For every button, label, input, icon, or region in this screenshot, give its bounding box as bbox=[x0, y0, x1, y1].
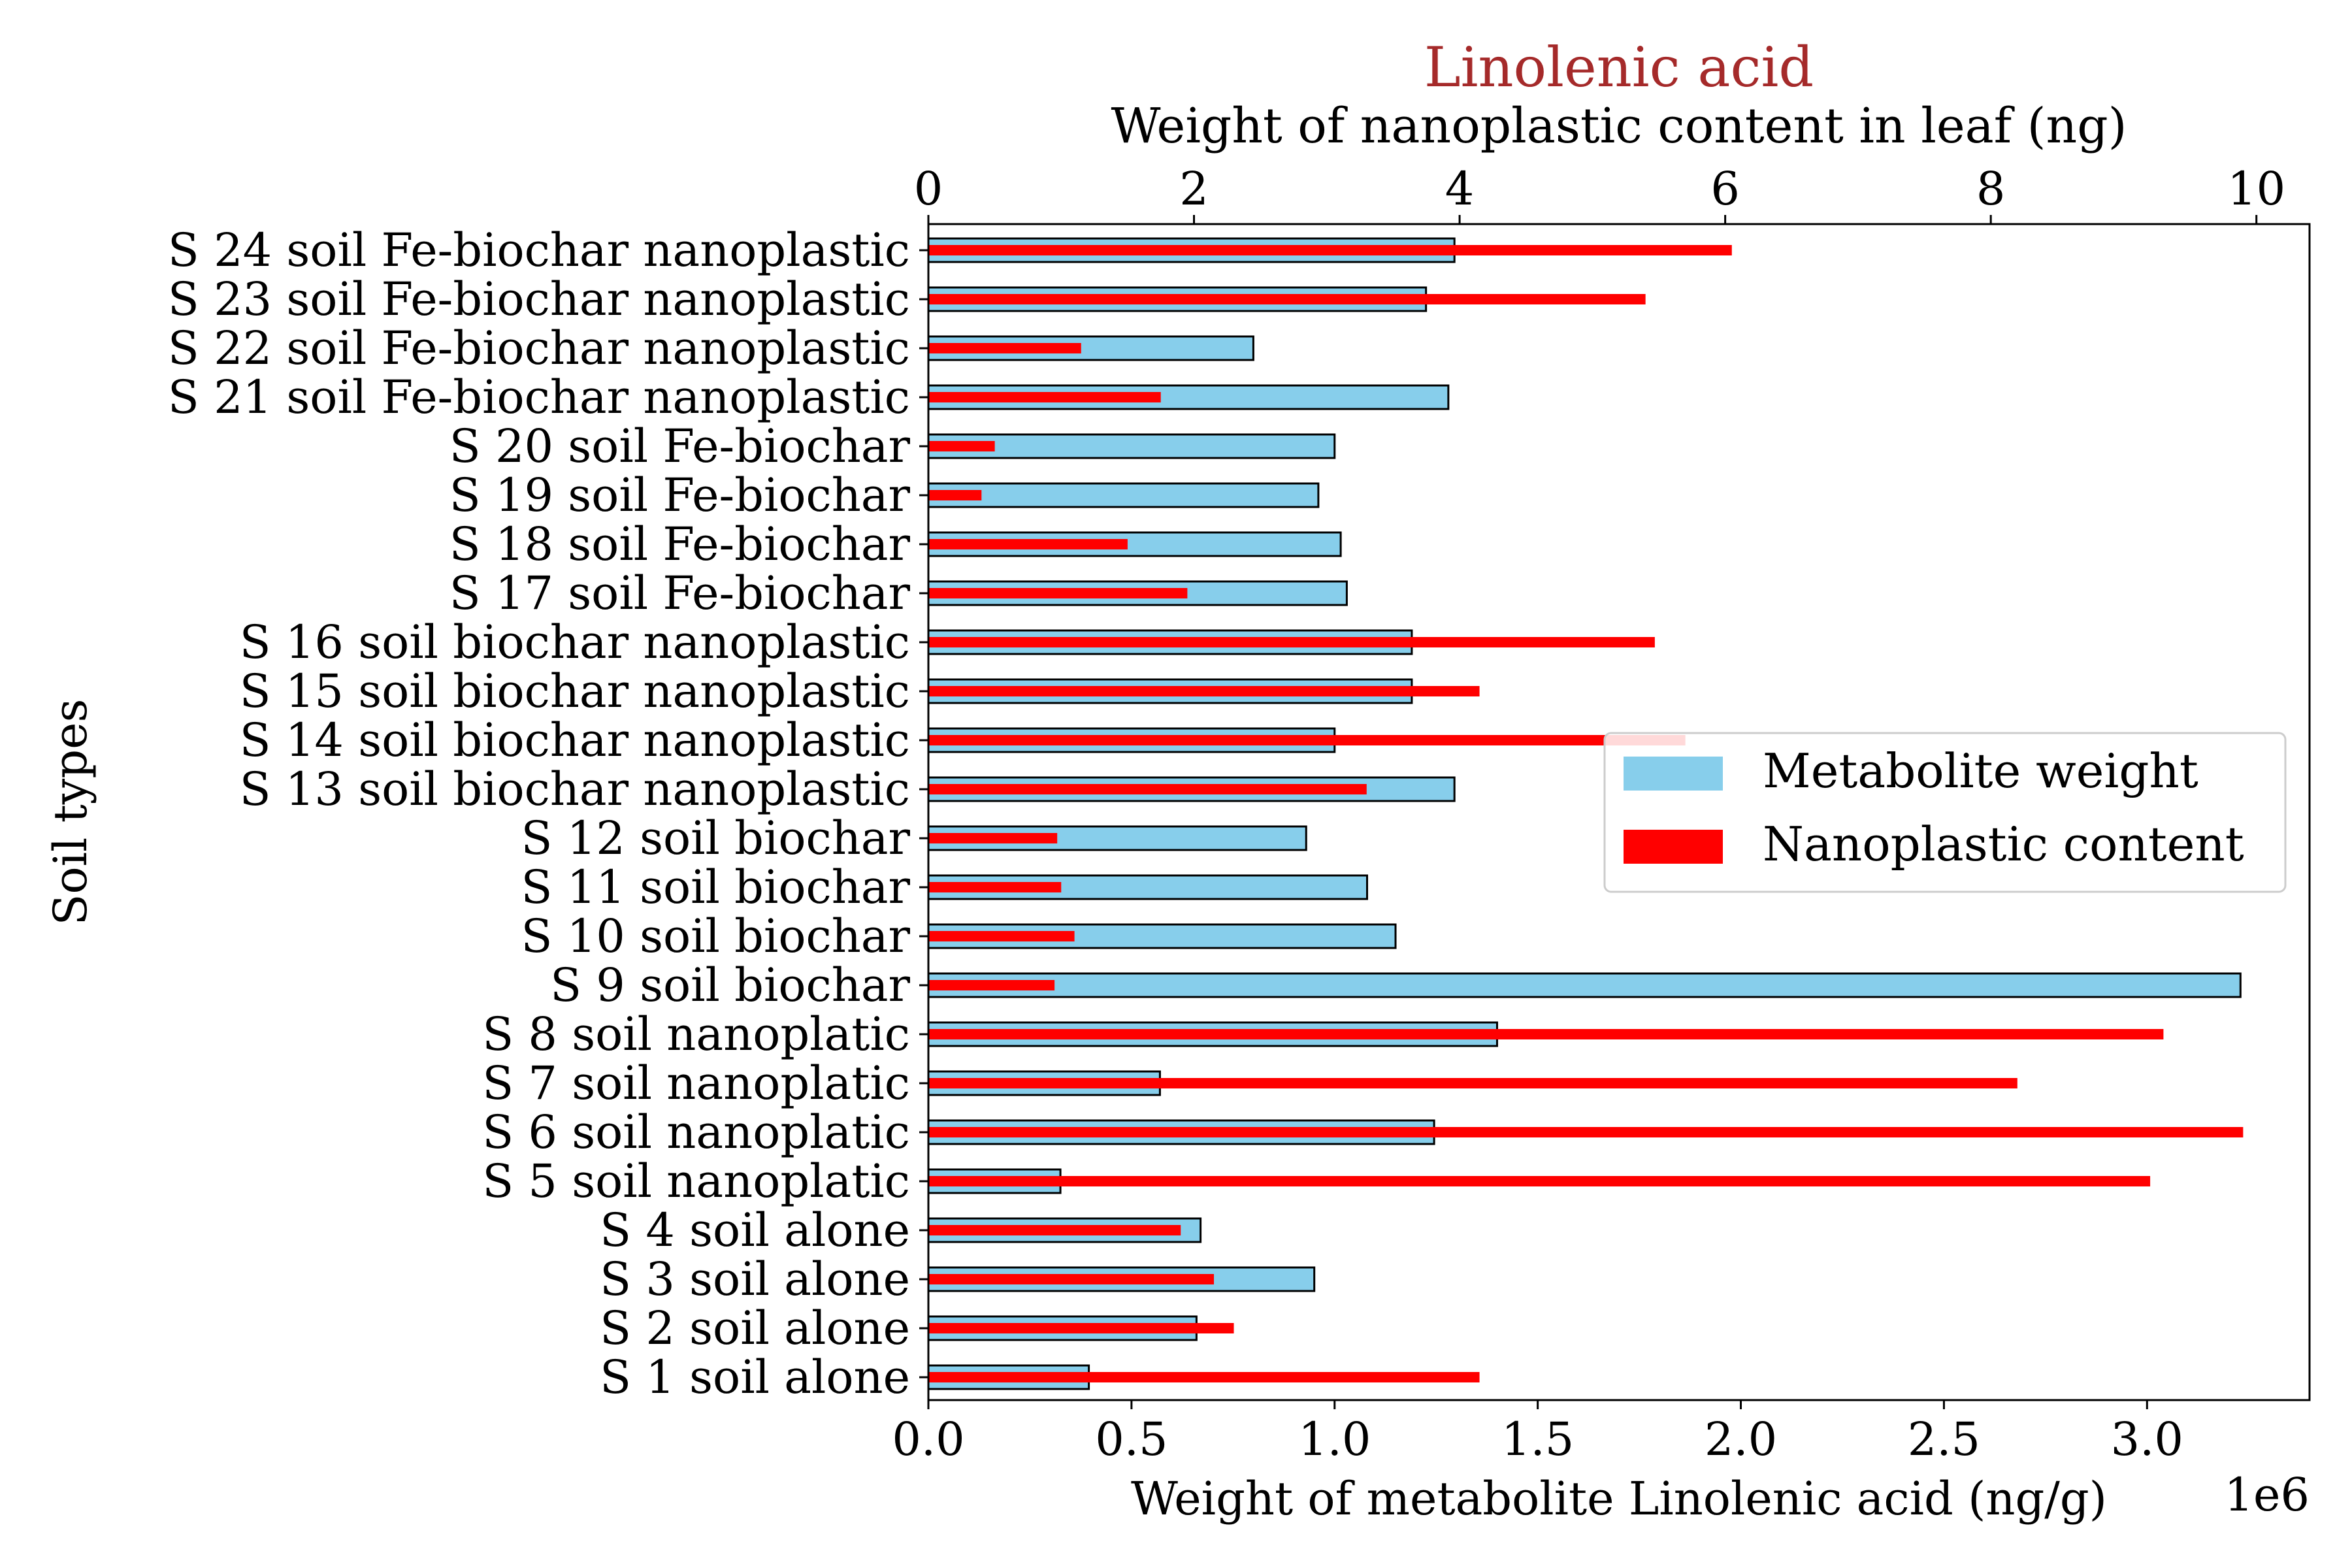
nanoplastic-bar bbox=[928, 686, 1480, 696]
y-axis-label: Soil types bbox=[44, 699, 97, 926]
top-tick-label: 4 bbox=[1445, 162, 1475, 216]
nanoplastic-bar bbox=[928, 1323, 1234, 1333]
top-tick-label: 2 bbox=[1179, 162, 1209, 216]
bottom-tick-label: 1.5 bbox=[1501, 1413, 1574, 1466]
top-tick-label: 6 bbox=[1710, 162, 1740, 216]
category-label: S 4 soil alone bbox=[600, 1203, 910, 1257]
category-label: S 18 soil Fe-biochar bbox=[449, 517, 911, 571]
bottom-tick-label: 3.0 bbox=[2111, 1413, 2183, 1466]
bottom-tick-label: 0.0 bbox=[892, 1413, 964, 1466]
top-axis-ticks: 0 2 4 6 8 10 bbox=[914, 162, 2285, 224]
nanoplastic-bar bbox=[928, 441, 995, 451]
bottom-axis-multiplier: 1e6 bbox=[2225, 1468, 2310, 1522]
nanoplastic-bar bbox=[928, 931, 1075, 941]
nanoplastic-bar bbox=[928, 735, 1686, 745]
category-label: S 9 soil biochar bbox=[550, 958, 910, 1012]
bottom-tick-label: 1.0 bbox=[1298, 1413, 1371, 1466]
category-label: S 11 soil biochar bbox=[521, 860, 911, 914]
top-tick-label: 10 bbox=[2227, 162, 2285, 216]
nanoplastic-bar bbox=[928, 1225, 1181, 1235]
metabolite-bar bbox=[927, 433, 1336, 459]
category-label: S 5 soil nanoplatic bbox=[482, 1154, 910, 1208]
category-label: S 6 soil nanoplatic bbox=[482, 1105, 910, 1159]
top-axis-label: Weight of nanoplastic content in leaf (n… bbox=[1111, 98, 2127, 154]
bottom-axis-label: Weight of metabolite Linolenic acid (ng/… bbox=[1131, 1472, 2107, 1526]
category-label: S 15 soil biochar nanoplastic bbox=[240, 664, 910, 718]
category-label: S 1 soil alone bbox=[600, 1350, 910, 1404]
plot-frame bbox=[927, 223, 2311, 1401]
nanoplastic-bar bbox=[928, 1372, 1480, 1382]
bottom-tick-label: 0.5 bbox=[1095, 1413, 1168, 1466]
category-label: S 23 soil Fe-biochar nanoplastic bbox=[168, 272, 910, 326]
nanoplastic-bar bbox=[928, 784, 1367, 794]
nanoplastic-bar bbox=[928, 1029, 2164, 1039]
bottom-axis-ticks: 0.0 0.5 1.0 1.5 2.0 2.5 3.0 bbox=[892, 1400, 2183, 1466]
nanoplastic-bar bbox=[928, 833, 1058, 843]
top-tick-label: 8 bbox=[1976, 162, 2006, 216]
category-label: S 8 soil nanoplatic bbox=[482, 1007, 910, 1061]
nanoplastic-bar bbox=[928, 294, 1646, 304]
category-label: S 17 soil Fe-biochar bbox=[449, 566, 911, 620]
nanoplastic-bar bbox=[928, 1078, 2017, 1088]
legend-label-metabolite: Metabolite weight bbox=[1763, 743, 2198, 798]
category-label: S 12 soil biochar bbox=[521, 811, 911, 865]
legend-swatch-metabolite bbox=[1624, 757, 1723, 791]
category-label: S 22 soil Fe-biochar nanoplastic bbox=[168, 321, 910, 375]
nanoplastic-bar bbox=[928, 392, 1161, 402]
category-label: S 14 soil biochar nanoplastic bbox=[240, 713, 910, 767]
bottom-tick-label: 2.0 bbox=[1705, 1413, 1777, 1466]
nanoplastic-bar bbox=[928, 539, 1128, 549]
category-label: S 16 soil biochar nanoplastic bbox=[240, 615, 910, 669]
category-label: S 19 soil Fe-biochar bbox=[449, 468, 911, 522]
legend-frame bbox=[1603, 732, 2287, 893]
top-tick-label: 0 bbox=[914, 162, 943, 216]
category-label: S 2 soil alone bbox=[600, 1301, 910, 1355]
category-label: S 13 soil biochar nanoplastic bbox=[240, 762, 910, 816]
category-label: S 7 soil nanoplatic bbox=[482, 1056, 910, 1110]
nanoplastic-bar bbox=[928, 637, 1655, 647]
nanoplastic-bar bbox=[928, 245, 1732, 255]
nanoplastic-bar bbox=[928, 490, 982, 500]
nanoplastic-bar bbox=[928, 343, 1081, 353]
nanoplastic-bar bbox=[928, 588, 1188, 598]
nanoplastic-bar bbox=[928, 1176, 2151, 1186]
nanoplastic-bar bbox=[928, 882, 1062, 892]
category-label: S 3 soil alone bbox=[600, 1252, 910, 1306]
nanoplastic-bars bbox=[928, 245, 2244, 1382]
nanoplastic-bar bbox=[928, 980, 1055, 990]
category-label: S 21 soil Fe-biochar nanoplastic bbox=[168, 370, 910, 424]
nanoplastic-bar bbox=[928, 1274, 1215, 1284]
metabolite-bar bbox=[927, 335, 1254, 361]
nanoplastic-bar bbox=[928, 1127, 2244, 1137]
legend-label-nanoplastic: Nanoplastic content bbox=[1763, 817, 2244, 872]
chart-title: Linolenic acid bbox=[1424, 35, 1814, 99]
bottom-tick-label: 2.5 bbox=[1908, 1413, 1980, 1466]
metabolite-bar bbox=[927, 482, 1320, 508]
category-label: S 10 soil biochar bbox=[521, 909, 911, 963]
legend: Metabolite weight Nanoplastic content bbox=[1603, 732, 2287, 893]
category-label: S 24 soil Fe-biochar nanoplastic bbox=[168, 223, 910, 277]
category-label: S 20 soil Fe-biochar bbox=[449, 419, 911, 473]
legend-swatch-nanoplastic bbox=[1624, 830, 1723, 864]
metabolite-bar bbox=[927, 972, 2242, 998]
